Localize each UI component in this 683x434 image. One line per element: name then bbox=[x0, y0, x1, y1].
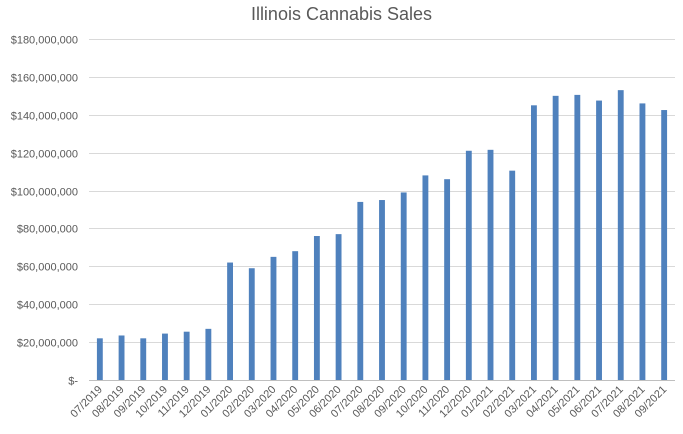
bar-11-2019 bbox=[183, 331, 190, 380]
chart-title: Illinois Cannabis Sales bbox=[251, 4, 432, 24]
bar-06-2020 bbox=[335, 234, 342, 380]
bar-05-2020 bbox=[313, 236, 320, 380]
bar-03-2021 bbox=[531, 105, 537, 380]
bar-10-2019 bbox=[162, 333, 168, 380]
bar-09-2021 bbox=[661, 110, 668, 380]
bar-09-2020 bbox=[400, 192, 407, 380]
bar-12-2020 bbox=[465, 150, 472, 380]
bar-06-2021 bbox=[596, 100, 602, 380]
bar-08-2021 bbox=[639, 103, 646, 380]
bar-05-2021 bbox=[574, 94, 581, 380]
bar-03-2020 bbox=[270, 256, 277, 380]
bar-09-2019 bbox=[140, 338, 147, 380]
x-axis-tick-labels: 07/201908/201909/201910/201911/201912/20… bbox=[68, 384, 669, 421]
y-axis-tick-labels: $- $20,000,000 $40,000,000 $60,000,000 $80,0… bbox=[11, 35, 79, 388]
bar-01-2021 bbox=[487, 149, 494, 380]
bar-10-2020 bbox=[422, 175, 429, 380]
bar-02-2020 bbox=[248, 268, 255, 380]
y-tick-label: $100,000,000 bbox=[11, 187, 78, 199]
y-tick-label: $120,000,000 bbox=[11, 149, 78, 161]
y-tick-label: $20,000,000 bbox=[17, 338, 78, 350]
bar-07-2020 bbox=[357, 201, 364, 380]
bar-07-2021 bbox=[617, 90, 624, 381]
y-tick-label: $160,000,000 bbox=[11, 73, 78, 85]
y-tick-label: $40,000,000 bbox=[17, 300, 78, 312]
y-tick-label: $60,000,000 bbox=[17, 262, 78, 274]
y-tick-label: $- bbox=[68, 376, 78, 388]
gridlines bbox=[89, 39, 675, 343]
bar-08-2020 bbox=[379, 200, 385, 380]
bar-04-2021 bbox=[552, 95, 559, 380]
bar-02-2021 bbox=[509, 170, 516, 380]
bars bbox=[96, 90, 668, 381]
y-tick-label: $80,000,000 bbox=[17, 224, 78, 236]
bar-07-2019 bbox=[96, 338, 103, 380]
bar-11-2020 bbox=[444, 179, 451, 380]
y-tick-label: $140,000,000 bbox=[11, 111, 78, 123]
bar-08-2019 bbox=[118, 335, 125, 380]
y-tick-label: $180,000,000 bbox=[11, 35, 78, 47]
bar-01-2020 bbox=[227, 262, 233, 380]
bar-04-2020 bbox=[292, 251, 299, 380]
bar-12-2019 bbox=[205, 328, 212, 380]
